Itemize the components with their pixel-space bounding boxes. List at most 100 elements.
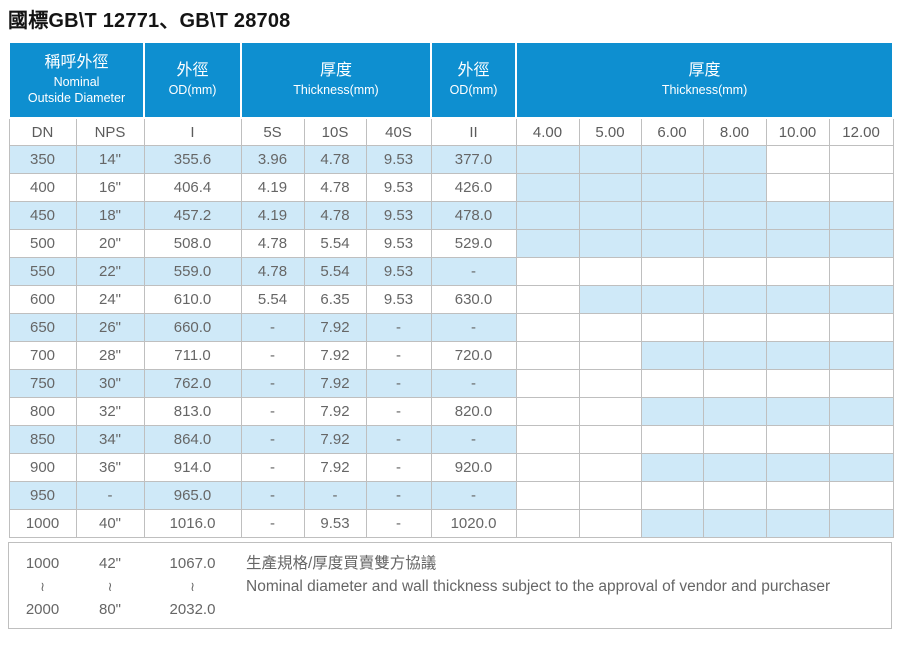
cell-dn: 650 [8,313,77,342]
page-title: 國標GB\T 12771、GB\T 28708 [8,10,291,32]
subheader-nps: NPS [75,117,145,146]
cell-avail-4 [515,173,580,202]
cell-avail-8 [702,173,767,202]
cell-avail-4 [515,341,580,370]
cell-nps: 26" [75,313,145,342]
cell-avail-6 [640,369,704,398]
cell-dn: 450 [8,201,77,230]
cell-5s: - [240,453,305,482]
cell-avail-12 [828,341,894,370]
cell-od2: - [430,257,517,286]
subheader-row: DN NPS I 5S 10S 40S II 4.00 5.00 6.00 8.… [8,117,894,146]
cell-avail-10 [765,257,830,286]
cell-avail-5 [578,201,642,230]
subheader-40s: 40S [365,117,432,146]
cell-avail-6 [640,509,704,538]
subheader-10s: 10S [303,117,367,146]
cell-10s: 5.54 [303,229,367,258]
footer-od-tilde: ≀ [190,579,195,594]
footer-od-to: 2032.0 [169,601,216,618]
subheader-t5: 5.00 [578,117,642,146]
cell-40s: - [365,453,432,482]
cell-5s: - [240,509,305,538]
cell-nps: 16" [75,173,145,202]
cell-avail-6 [640,201,704,230]
header-od2-en: OD(mm) [449,83,498,98]
cell-avail-6 [640,397,704,426]
footer-dn-tilde: ≀ [40,579,45,594]
cell-nps: 40" [75,509,145,538]
cell-avail-6 [640,285,704,314]
table-row: 850 34" 864.0 - 7.92 - - [8,425,894,454]
page: 國標GB\T 12771、GB\T 28708 稱呼外徑 Nominal Out… [7,10,895,629]
cell-dn: 850 [8,425,77,454]
cell-od1: 406.4 [143,173,242,202]
subheader-t10: 10.00 [765,117,830,146]
cell-avail-8 [702,341,767,370]
table-row: 700 28" 711.0 - 7.92 - 720.0 [8,341,894,370]
cell-5s: - [240,369,305,398]
table-row: 650 26" 660.0 - 7.92 - - [8,313,894,342]
cell-40s: - [365,369,432,398]
footer-note-box: 1000 ≀ 2000 42" ≀ 80" 1067.0 ≀ 2032.0 生產… [8,542,892,629]
footer-nps-to: 80" [98,601,121,618]
cell-avail-8 [702,145,767,174]
header-row: 稱呼外徑 Nominal Outside Diameter 外徑 OD(mm) … [7,41,895,119]
cell-avail-6 [640,453,704,482]
cell-avail-12 [828,285,894,314]
cell-avail-12 [828,201,894,230]
cell-od2: - [430,425,517,454]
cell-40s: - [365,481,432,510]
cell-avail-10 [765,369,830,398]
cell-5s: 4.78 [240,229,305,258]
cell-od2: 1020.0 [430,509,517,538]
cell-avail-12 [828,313,894,342]
cell-avail-10 [765,425,830,454]
cell-40s: - [365,425,432,454]
cell-5s: 4.78 [240,257,305,286]
cell-10s: 6.35 [303,285,367,314]
cell-40s: 9.53 [365,173,432,202]
pipe-spec-table: 稱呼外徑 Nominal Outside Diameter 外徑 OD(mm) … [7,41,895,538]
cell-5s: - [240,425,305,454]
cell-dn: 400 [8,173,77,202]
cell-10s: 5.54 [303,257,367,286]
cell-avail-5 [578,257,642,286]
cell-od2: 920.0 [430,453,517,482]
cell-5s: - [240,481,305,510]
cell-5s: - [240,397,305,426]
cell-5s: 3.96 [240,145,305,174]
header-thickness1-en: Thickness(mm) [293,83,379,98]
cell-avail-12 [828,397,894,426]
cell-10s: - [303,481,367,510]
header-nominal-en2: Outside Diameter [27,91,126,106]
cell-avail-4 [515,481,580,510]
cell-avail-6 [640,481,704,510]
table-row: 450 18" 457.2 4.19 4.78 9.53 478.0 [8,201,894,230]
cell-40s: - [365,509,432,538]
cell-od2: 630.0 [430,285,517,314]
cell-dn: 700 [8,341,77,370]
cell-40s: - [365,341,432,370]
cell-avail-8 [702,481,767,510]
cell-avail-5 [578,481,642,510]
table-row: 950 - 965.0 - - - - [8,481,894,510]
cell-avail-8 [702,257,767,286]
header-od-2: 外徑 OD(mm) [430,41,518,119]
footer-nps-from: 42" [98,555,121,572]
footer-dn-range: 1000 ≀ 2000 [9,543,76,621]
cell-avail-4 [515,285,580,314]
cell-avail-12 [828,481,894,510]
header-od1-en: OD(mm) [168,83,217,98]
cell-avail-10 [765,509,830,538]
cell-10s: 7.92 [303,341,367,370]
cell-avail-8 [702,509,767,538]
cell-avail-6 [640,341,704,370]
cell-5s: 4.19 [240,201,305,230]
cell-od2: - [430,369,517,398]
cell-avail-4 [515,425,580,454]
cell-avail-5 [578,285,642,314]
cell-5s: 4.19 [240,173,305,202]
cell-40s: 9.53 [365,257,432,286]
cell-10s: 4.78 [303,173,367,202]
